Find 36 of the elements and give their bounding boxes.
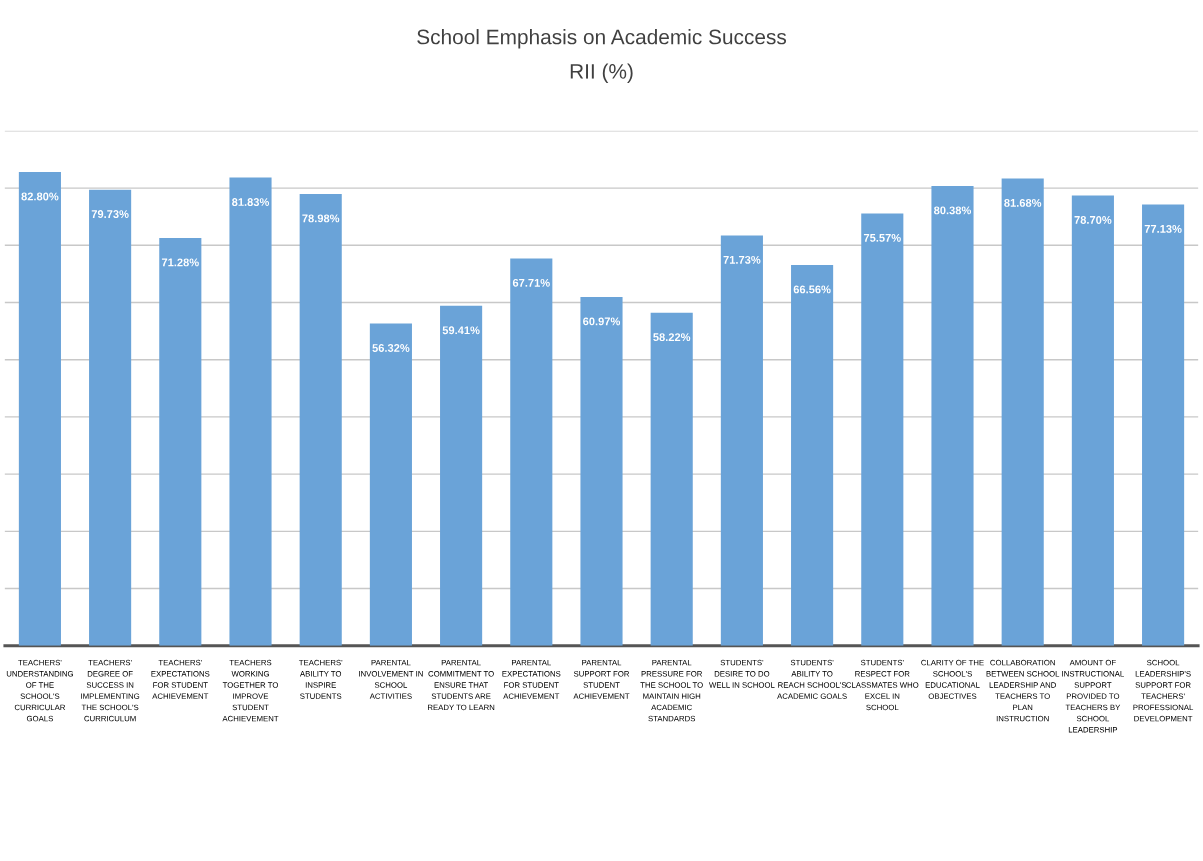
data-label: 81.68% bbox=[1004, 198, 1042, 207]
data-label: 78.70% bbox=[1074, 216, 1112, 224]
data-label: 71.28% bbox=[161, 258, 199, 267]
chart-title: School Emphasis on Academic Success bbox=[417, 29, 787, 49]
data-label: 81.83% bbox=[232, 198, 270, 206]
data-label: 59.41% bbox=[442, 326, 480, 335]
data-label: 71.73% bbox=[723, 255, 761, 264]
bar bbox=[510, 258, 553, 646]
bar bbox=[1001, 178, 1044, 646]
data-label: 82.80% bbox=[21, 192, 59, 201]
bar bbox=[229, 177, 272, 646]
bar bbox=[720, 235, 763, 646]
data-label: 79.73% bbox=[91, 210, 129, 218]
bar bbox=[861, 213, 904, 646]
data-label: 67.71% bbox=[512, 278, 550, 287]
data-label: 56.32% bbox=[372, 344, 410, 352]
bar bbox=[1142, 204, 1185, 646]
bar bbox=[791, 264, 834, 646]
data-label: 78.98% bbox=[302, 214, 340, 223]
bar bbox=[89, 189, 132, 646]
bar bbox=[159, 237, 202, 646]
data-label: 80.38% bbox=[934, 206, 972, 215]
bar bbox=[369, 323, 412, 646]
bar bbox=[440, 305, 483, 646]
bar bbox=[18, 172, 61, 646]
data-label: 66.56% bbox=[793, 285, 831, 294]
bar bbox=[299, 193, 342, 646]
data-label: 75.57% bbox=[863, 233, 901, 242]
bar bbox=[580, 296, 623, 646]
data-label: 77.13% bbox=[1144, 224, 1182, 233]
bar bbox=[650, 312, 693, 646]
data-label: 58.22% bbox=[653, 333, 691, 342]
chart-subtitle: RII (%) bbox=[570, 63, 633, 83]
data-label: 60.97% bbox=[583, 317, 621, 326]
bar bbox=[1071, 195, 1114, 646]
bar bbox=[931, 185, 974, 646]
